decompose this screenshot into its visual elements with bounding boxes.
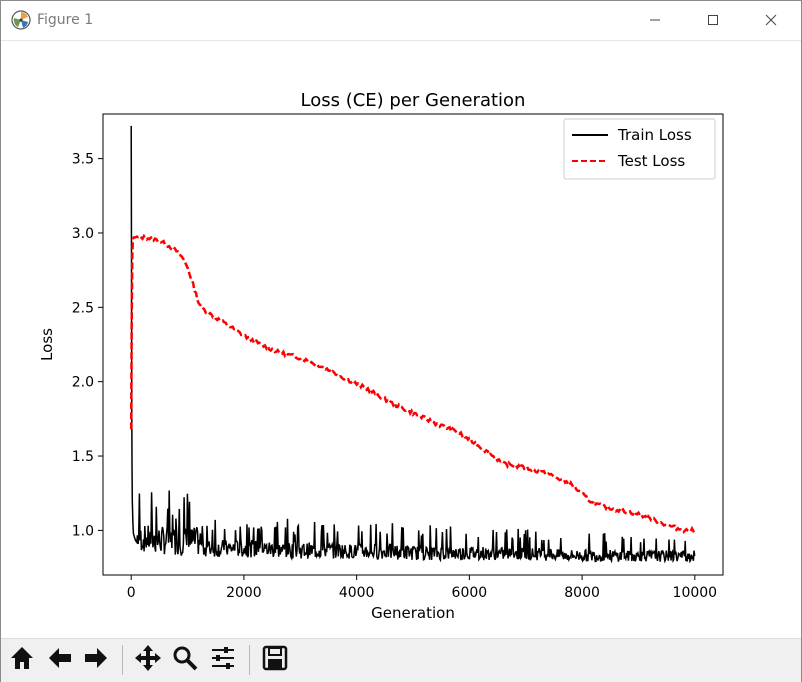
navigation-toolbar (1, 638, 801, 682)
x-tick-label: 6000 (452, 585, 488, 601)
subplots-icon (209, 644, 237, 676)
loss-chart: Loss (CE) per Generation 0 2000 4000 6000 800… (38, 90, 724, 622)
back-arrow-icon (46, 644, 74, 676)
legend-label: Train Loss (617, 126, 692, 144)
minimize-button[interactable] (626, 1, 684, 40)
pan-icon (134, 644, 162, 676)
y-tick-label: 2.0 (72, 375, 94, 391)
close-button[interactable] (742, 1, 800, 40)
subplots-button[interactable] (207, 644, 239, 676)
minimize-icon (649, 11, 661, 30)
maximize-button[interactable] (684, 1, 742, 40)
legend-label: Test Loss (617, 152, 685, 170)
title-bar[interactable]: Figure 1 (1, 1, 801, 41)
y-tick-label: 1.5 (72, 449, 94, 465)
x-tick-label: 2000 (226, 585, 262, 601)
y-tick-label: 3.5 (72, 152, 94, 168)
chart-title: Loss (CE) per Generation (301, 90, 526, 111)
y-axis-label: Loss (38, 328, 56, 361)
save-icon (261, 644, 289, 676)
x-tick-label: 0 (127, 585, 136, 601)
x-tick-label: 10000 (673, 585, 718, 601)
forward-arrow-icon (82, 644, 110, 676)
pan-button[interactable] (132, 644, 164, 676)
zoom-button[interactable] (169, 644, 201, 676)
zoom-icon (171, 644, 199, 676)
home-icon (8, 644, 36, 676)
window-title: Figure 1 (37, 12, 94, 28)
y-tick-label: 1.0 (72, 523, 94, 539)
test-loss-line (129, 233, 696, 534)
maximize-icon (707, 11, 719, 30)
x-axis-label: Generation (371, 604, 455, 622)
train-loss-line (130, 125, 696, 564)
y-tick-label: 3.0 (72, 226, 94, 242)
save-button[interactable] (259, 644, 291, 676)
x-tick-label: 8000 (564, 585, 600, 601)
back-button[interactable] (44, 644, 76, 676)
x-tick-label: 4000 (339, 585, 375, 601)
matplotlib-logo-icon (11, 10, 31, 30)
figure-canvas[interactable]: Loss (CE) per Generation 0 2000 4000 6000 800… (2, 41, 800, 638)
home-button[interactable] (6, 644, 38, 676)
toolbar-separator (249, 645, 250, 675)
toolbar-separator (122, 645, 123, 675)
y-tick-label: 2.5 (72, 300, 94, 316)
axes-frame (102, 113, 724, 576)
close-icon (765, 11, 777, 30)
forward-button[interactable] (80, 644, 112, 676)
